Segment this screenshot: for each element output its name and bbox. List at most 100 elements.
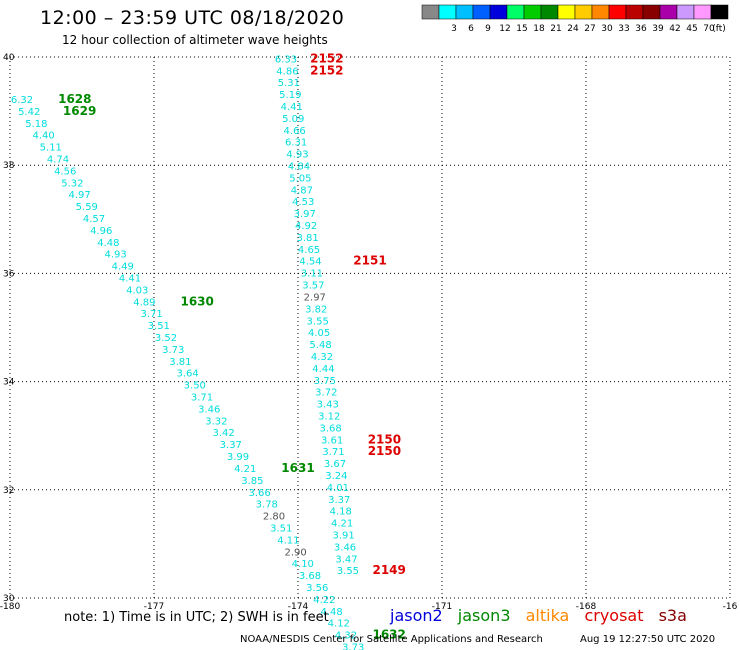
wave-height-point: 6.33 [275, 54, 297, 65]
x-tick-label: -16 [723, 602, 738, 612]
wave-height-point: 4.66 [284, 126, 306, 137]
pass-time-label: 2150 [368, 444, 401, 458]
wave-height-point: 5.05 [289, 173, 311, 184]
pass-time-label: 1629 [63, 104, 96, 118]
wave-height-point: 5.32 [61, 178, 83, 189]
wave-height-point: 6.31 [285, 138, 307, 149]
wave-height-point: 4.54 [299, 257, 321, 268]
scale-label: 18 [533, 24, 545, 34]
wave-height-point: 3.55 [307, 316, 329, 327]
scale-label: 33 [618, 24, 629, 34]
pass-time-label: 1630 [180, 294, 213, 308]
scale-label: 39 [652, 24, 664, 34]
wave-height-point: 4.93 [104, 250, 126, 261]
wave-height-point: 3.24 [325, 471, 347, 482]
y-tick-label: 32 [3, 486, 14, 496]
wave-height-point: 3.37 [220, 440, 242, 451]
y-tick-label: 38 [3, 161, 15, 171]
pass-time-label: 2152 [310, 63, 343, 77]
page-title: 12:00 – 23:59 UTC 08/18/2020 [40, 7, 345, 29]
scale-label: 3 [451, 24, 457, 34]
wave-height-point: 3.46 [334, 542, 356, 553]
wave-height-point: 4.32 [335, 631, 357, 642]
wave-height-point: 5.48 [309, 340, 331, 351]
wave-height-point: 4.53 [292, 197, 314, 208]
pass-time-label: 1631 [281, 461, 314, 475]
satellite-legend: jason2 jason3 altika cryosat s3a [390, 606, 697, 625]
wave-height-point: 3.47 [335, 554, 357, 565]
wave-height-point: 3.81 [169, 357, 191, 368]
wave-height-point: 3.37 [328, 495, 350, 506]
wave-height-point: 4.01 [327, 483, 349, 494]
wave-height-point: 3.71 [140, 309, 162, 320]
units-note: note: 1) Time is in UTC; 2) SWH is in fe… [64, 610, 329, 625]
wave-height-point: 5.42 [18, 107, 40, 118]
wave-height-point: 4.21 [331, 519, 353, 530]
scale-label: 27 [584, 24, 595, 34]
wave-height-point: 6.32 [11, 95, 33, 106]
wave-height-point: 3.12 [318, 411, 340, 422]
wave-height-point: 3.73 [162, 345, 184, 356]
scale-label: 9 [485, 24, 491, 34]
pass-time-label: 2149 [372, 563, 405, 577]
wave-height-color-scale: 3 6 9 12 15 18 21 24 27 30 33 36 39 42 45 70(ft) [421, 4, 729, 34]
scale-label: 12 [499, 24, 510, 34]
pass-time-label: 2152 [310, 51, 343, 65]
wave-height-point: 5.19 [279, 90, 301, 101]
y-tick-label: 34 [3, 378, 15, 388]
wave-height-point: 3.32 [205, 416, 227, 427]
wave-height-point: 2.97 [304, 292, 326, 303]
legend-jason2: jason2 [390, 606, 443, 625]
wave-height-point: 4.49 [112, 262, 134, 273]
wave-height-point: 4.48 [320, 607, 342, 618]
wave-height-point: 5.18 [25, 119, 47, 130]
wave-height-point: 4.93 [286, 150, 308, 161]
wave-height-point: 4.87 [291, 185, 313, 196]
wave-height-point: 3.78 [256, 500, 278, 511]
wave-height-point: 3.56 [306, 583, 328, 594]
wave-height-point: 3.85 [241, 476, 263, 487]
wave-height-point: 4.41 [119, 274, 141, 285]
wave-height-point: 4.03 [126, 285, 148, 296]
wave-height-point: 4.05 [308, 328, 330, 339]
wave-height-point: 4.89 [133, 297, 155, 308]
legend-s3a: s3a [658, 606, 687, 625]
scale-label: 45 [686, 24, 697, 34]
wave-height-point: 4.84 [288, 162, 310, 173]
wave-height-point: 5.59 [76, 202, 98, 213]
wave-height-point: 3.99 [227, 452, 249, 463]
wave-height-point: 3.61 [321, 435, 343, 446]
wave-height-point: 3.64 [176, 369, 198, 380]
wave-height-point: 5.11 [40, 143, 62, 154]
wave-height-point: 4.74 [47, 154, 69, 165]
x-tick-label: -174 [288, 602, 309, 612]
wave-height-point: 4.57 [83, 214, 105, 225]
wave-height-point: 4.10 [292, 559, 314, 570]
scale-label: 24 [567, 24, 579, 34]
wave-height-point: 3.55 [337, 566, 359, 577]
scale-label: 21 [550, 24, 561, 34]
wave-height-point: 3.52 [155, 333, 177, 344]
wave-height-point: 4.48 [97, 238, 119, 249]
scale-label: 36 [635, 24, 647, 34]
pass-time-label: 2150 [368, 432, 401, 446]
wave-height-point: 5.09 [282, 114, 304, 125]
wave-height-point: 4.21 [234, 464, 256, 475]
wave-height-point: 3.46 [198, 404, 220, 415]
wave-height-point: 4.56 [54, 166, 76, 177]
wave-height-point: 3.11 [301, 269, 323, 280]
wave-height-point: 3.67 [324, 459, 346, 470]
wave-height-point: 3.75 [314, 376, 336, 387]
scale-label: 70 [703, 24, 715, 34]
scale-unit: (ft) [712, 24, 726, 34]
x-tick-label: -177 [144, 602, 164, 612]
legend-jason3: jason3 [457, 606, 511, 625]
wave-height-point: 3.51 [270, 523, 292, 534]
wave-height-point: 4.11 [277, 535, 299, 546]
wave-height-point: 5.31 [278, 78, 300, 89]
wave-height-point: 4.96 [90, 226, 112, 237]
wave-height-point: 3.50 [184, 381, 206, 392]
scale-label: 30 [601, 24, 613, 34]
scale-label: 15 [516, 24, 527, 34]
wave-height-point: 4.12 [328, 619, 350, 630]
